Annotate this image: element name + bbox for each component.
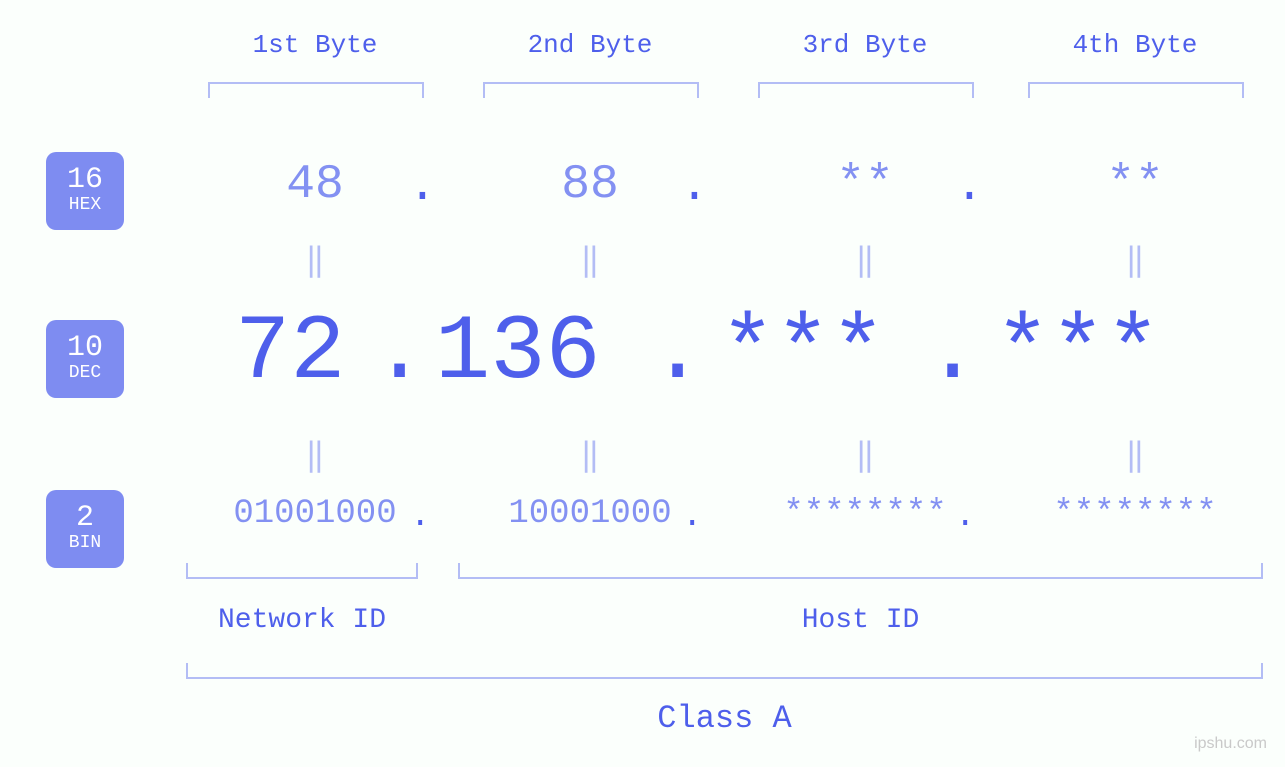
byte-bracket-4 bbox=[1028, 82, 1244, 98]
dec-byte-3: *** bbox=[720, 300, 886, 405]
eq-hex-dec-4: ‖ bbox=[1005, 240, 1265, 280]
dec-badge-num: 10 bbox=[67, 333, 103, 363]
bin-byte-1: 01001000 bbox=[185, 495, 445, 533]
dec-dot-2: . bbox=[650, 300, 705, 405]
bin-dot-3: . bbox=[955, 498, 975, 536]
eq-dec-bin-2: ‖ bbox=[460, 435, 720, 475]
hex-byte-1: 48 bbox=[185, 158, 445, 212]
byte-header-2: 2nd Byte bbox=[460, 30, 720, 60]
dec-dot-1: . bbox=[372, 300, 427, 405]
eq-dec-bin-1: ‖ bbox=[185, 435, 445, 475]
bin-dot-2: . bbox=[682, 498, 702, 536]
eq-dec-bin-4: ‖ bbox=[1005, 435, 1265, 475]
byte-bracket-2 bbox=[483, 82, 699, 98]
dec-badge: 10 DEC bbox=[46, 320, 124, 398]
dec-byte-2: 136 bbox=[435, 300, 601, 405]
bin-badge: 2 BIN bbox=[46, 490, 124, 568]
eq-hex-dec-3: ‖ bbox=[735, 240, 995, 280]
eq-dec-bin-3: ‖ bbox=[735, 435, 995, 475]
hex-badge: 16 HEX bbox=[46, 152, 124, 230]
class-label: Class A bbox=[186, 700, 1263, 737]
dec-badge-label: DEC bbox=[69, 363, 101, 385]
byte-header-4: 4th Byte bbox=[1005, 30, 1265, 60]
host-id-bracket bbox=[458, 563, 1263, 579]
hex-byte-4: ** bbox=[1005, 158, 1265, 212]
bin-badge-label: BIN bbox=[69, 533, 101, 555]
hex-badge-num: 16 bbox=[67, 165, 103, 195]
hex-dot-3: . bbox=[955, 160, 984, 214]
bin-dot-1: . bbox=[410, 498, 430, 536]
eq-hex-dec-1: ‖ bbox=[185, 240, 445, 280]
hex-dot-1: . bbox=[408, 160, 437, 214]
network-id-label: Network ID bbox=[186, 605, 418, 636]
dec-byte-4: *** bbox=[995, 300, 1161, 405]
host-id-label: Host ID bbox=[458, 605, 1263, 636]
watermark: ipshu.com bbox=[1194, 735, 1267, 753]
eq-hex-dec-2: ‖ bbox=[460, 240, 720, 280]
class-bracket bbox=[186, 663, 1263, 679]
dec-byte-1: 72 bbox=[235, 300, 345, 405]
hex-dot-2: . bbox=[680, 160, 709, 214]
bin-byte-2: 10001000 bbox=[460, 495, 720, 533]
dec-dot-3: . bbox=[925, 300, 980, 405]
byte-header-3: 3rd Byte bbox=[735, 30, 995, 60]
hex-badge-label: HEX bbox=[69, 195, 101, 217]
byte-header-1: 1st Byte bbox=[185, 30, 445, 60]
network-id-bracket bbox=[186, 563, 418, 579]
bin-badge-num: 2 bbox=[76, 503, 94, 533]
bin-byte-4: ******** bbox=[1005, 495, 1265, 533]
byte-bracket-1 bbox=[208, 82, 424, 98]
byte-bracket-3 bbox=[758, 82, 974, 98]
